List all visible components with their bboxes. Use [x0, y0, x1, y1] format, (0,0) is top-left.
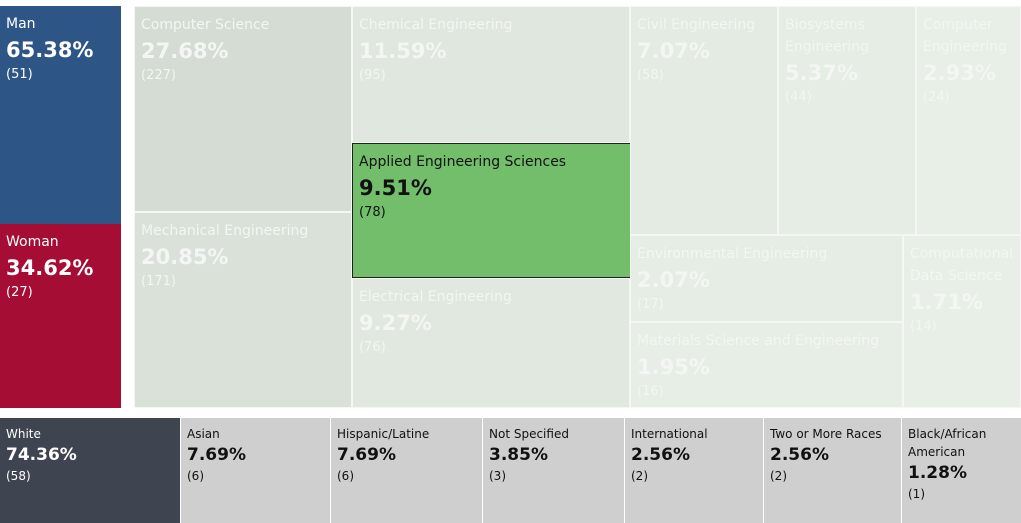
- gender-tile[interactable]: Woman 34.62% (27): [0, 224, 121, 408]
- tile-count: (14): [910, 319, 937, 334]
- majors-tile[interactable]: Computer Engineering 2.93% (24): [916, 6, 1021, 235]
- majors-tile[interactable]: Computer Science 27.68% (227): [134, 6, 352, 212]
- tile-percent: 2.56%: [770, 445, 829, 465]
- majors-tile[interactable]: Civil Engineering 7.07% (58): [630, 6, 778, 235]
- tile-count: (58): [637, 68, 664, 83]
- tile-label: Black/African American: [908, 427, 987, 459]
- tile-count: (44): [785, 90, 812, 105]
- tile-percent: 7.69%: [187, 445, 246, 465]
- tile-percent: 2.93%: [923, 61, 996, 85]
- tile-count: (76): [359, 340, 386, 355]
- tile-percent: 20.85%: [141, 245, 229, 269]
- tile-percent: 2.07%: [637, 268, 710, 292]
- race-tile[interactable]: Not Specified 3.85% (3): [482, 418, 624, 523]
- tile-percent: 2.56%: [631, 445, 690, 465]
- tile-label: Computer Engineering: [923, 17, 1007, 55]
- tile-label: Biosystems Engineering: [785, 17, 869, 55]
- tile-count: (171): [141, 274, 176, 289]
- tile-count: (24): [923, 90, 950, 105]
- tile-count: (227): [141, 68, 176, 83]
- tile-count: (16): [637, 384, 664, 399]
- tile-label: Electrical Engineering: [359, 289, 512, 305]
- tile-label: Two or More Races: [770, 427, 882, 441]
- tile-count: (3): [489, 469, 506, 483]
- tile-label: Hispanic/Latine: [337, 427, 430, 441]
- tile-percent: 34.62%: [6, 256, 94, 280]
- tile-percent: 7.07%: [637, 39, 710, 63]
- tile-percent: 1.95%: [637, 355, 710, 379]
- tile-percent: 65.38%: [6, 38, 94, 62]
- tile-label: Asian: [187, 427, 220, 441]
- tile-count: (2): [631, 469, 648, 483]
- tile-percent: 74.36%: [6, 445, 77, 465]
- tile-count: (6): [187, 469, 204, 483]
- tile-label: White: [6, 427, 41, 441]
- race-tile[interactable]: Two or More Races 2.56% (2): [763, 418, 901, 523]
- tile-count: (95): [359, 68, 386, 83]
- majors-tile[interactable]: Biosystems Engineering 5.37% (44): [778, 6, 916, 235]
- majors-tile[interactable]: Mechanical Engineering 20.85% (171): [134, 212, 352, 408]
- race-tile[interactable]: White 74.36% (58): [0, 418, 180, 523]
- majors-tile[interactable]: Applied Engineering Sciences 9.51% (78): [352, 143, 632, 278]
- tile-count: (2): [770, 469, 787, 483]
- majors-tile[interactable]: Chemical Engineering 11.59% (95): [352, 6, 630, 143]
- tile-percent: 1.71%: [910, 290, 983, 314]
- race-tile[interactable]: Black/African American 1.28% (1): [901, 418, 1021, 523]
- tile-percent: 9.51%: [359, 176, 432, 200]
- tile-percent: 1.28%: [908, 463, 967, 483]
- tile-count: (6): [337, 469, 354, 483]
- tile-count: (58): [6, 469, 31, 483]
- tile-percent: 5.37%: [785, 61, 858, 85]
- tile-label: Mechanical Engineering: [141, 223, 309, 239]
- tile-label: Computer Science: [141, 17, 270, 33]
- tile-percent: 9.27%: [359, 311, 432, 335]
- tile-count: (1): [908, 487, 925, 501]
- tile-label: Chemical Engineering: [359, 17, 513, 33]
- tile-percent: 11.59%: [359, 39, 447, 63]
- majors-tile[interactable]: Environmental Engineering 2.07% (17): [630, 235, 903, 322]
- tile-label: International: [631, 427, 708, 441]
- tile-count: (78): [359, 205, 386, 220]
- tile-count: (27): [6, 285, 33, 300]
- majors-tile[interactable]: Materials Science and Engineering 1.95% (1…: [630, 322, 903, 408]
- tile-count: (17): [637, 297, 664, 312]
- race-tile[interactable]: Hispanic/Latine 7.69% (6): [330, 418, 482, 523]
- tile-label: Applied Engineering Sciences: [359, 154, 567, 170]
- tile-label: Materials Science and Engineering: [637, 333, 880, 349]
- majors-tile[interactable]: Electrical Engineering 9.27% (76): [352, 278, 630, 408]
- majors-tile[interactable]: Computational Data Science 1.71% (14): [903, 235, 1021, 408]
- tile-percent: 27.68%: [141, 39, 229, 63]
- gender-tile[interactable]: Man 65.38% (51): [0, 6, 121, 224]
- tile-label: Man: [6, 16, 36, 32]
- race-tile[interactable]: Asian 7.69% (6): [180, 418, 330, 523]
- tile-label: Woman: [6, 234, 59, 250]
- race-tile[interactable]: International 2.56% (2): [624, 418, 763, 523]
- tile-percent: 3.85%: [489, 445, 548, 465]
- tile-label: Not Specified: [489, 427, 569, 441]
- tile-label: Computational Data Science: [910, 246, 1014, 284]
- tile-label: Civil Engineering: [637, 17, 756, 33]
- tile-label: Environmental Engineering: [637, 246, 828, 262]
- tile-percent: 7.69%: [337, 445, 396, 465]
- tile-count: (51): [6, 67, 33, 82]
